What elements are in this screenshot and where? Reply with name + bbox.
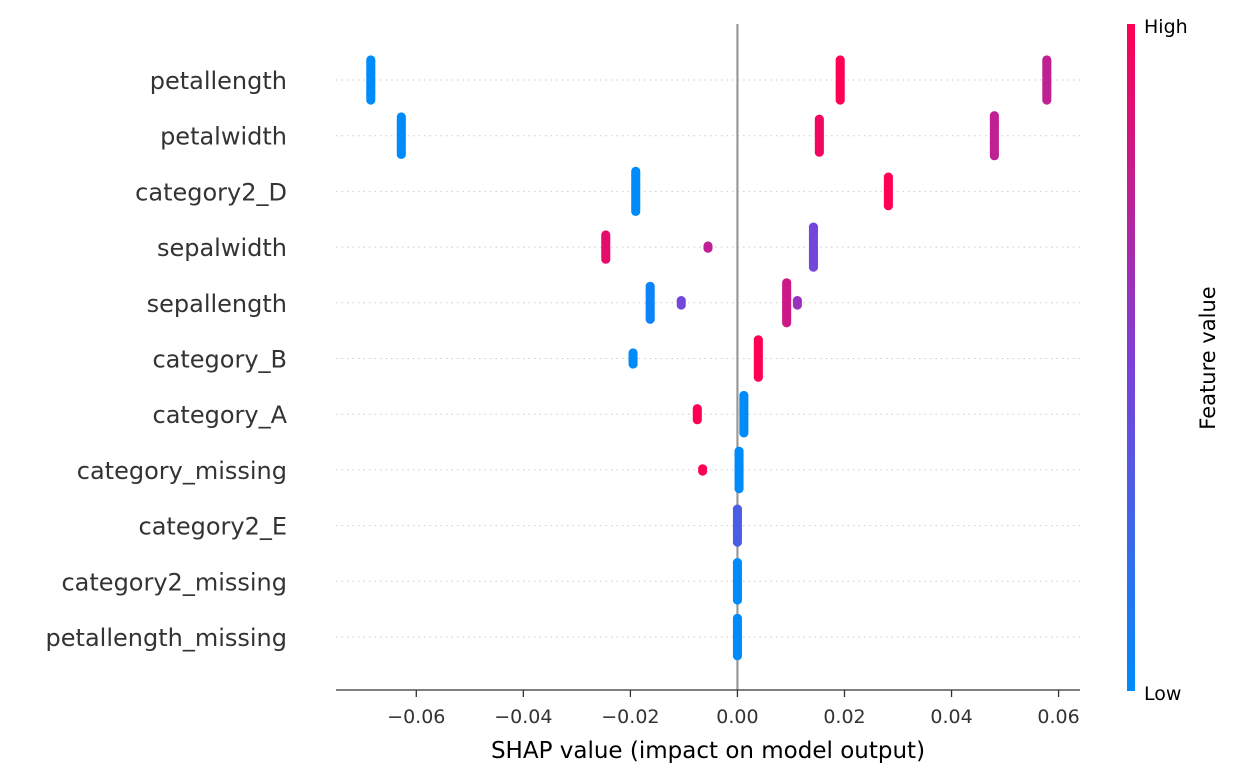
data-point [698, 466, 708, 476]
feature-label: category2_missing [61, 568, 287, 596]
data-points [366, 55, 1052, 661]
data-point [366, 95, 376, 105]
feature-label: sepallength [147, 290, 287, 318]
data-point [1042, 95, 1052, 105]
colorbar-gradient [1127, 24, 1135, 691]
data-point [645, 314, 655, 324]
colorbar: High Low Feature value [1127, 16, 1220, 705]
feature-label: category2_E [139, 513, 288, 541]
x-tick-label: 0.00 [716, 706, 758, 728]
x-tick-label: 0.06 [1037, 706, 1079, 728]
x-tick-label: −0.02 [601, 706, 659, 728]
data-point [814, 147, 824, 157]
data-point [732, 595, 743, 605]
data-point [631, 206, 641, 216]
data-point [703, 243, 713, 253]
data-point [835, 95, 845, 105]
data-point [628, 359, 638, 369]
x-axis-ticks: −0.06 −0.04 −0.02 0.00 0.02 0.04 0.06 [387, 690, 1080, 728]
data-point [601, 254, 611, 264]
feature-labels: petallength petalwidth category2_D sepalwid… [46, 67, 288, 652]
data-point [808, 262, 819, 272]
data-point [396, 149, 406, 159]
x-tick-label: −0.06 [387, 706, 445, 728]
data-point [739, 428, 749, 438]
feature-label: petallength [150, 67, 287, 95]
feature-label: category_B [152, 346, 287, 374]
feature-label: petalwidth [160, 123, 287, 151]
data-point [792, 300, 802, 310]
data-point [782, 318, 792, 328]
feature-label: category2_D [135, 178, 287, 206]
colorbar-high-label: High [1144, 16, 1188, 38]
x-axis-label: SHAP value (impact on model output) [491, 738, 925, 764]
feature-label: category_missing [77, 457, 287, 485]
colorbar-low-label: Low [1144, 683, 1181, 705]
feature-label: sepalwidth [157, 234, 287, 262]
feature-label: category_A [153, 401, 288, 429]
colorbar-title: Feature value [1196, 286, 1220, 429]
data-point [732, 537, 743, 547]
grid-lines [336, 79, 1080, 638]
x-tick-label: −0.04 [494, 706, 552, 728]
data-point [989, 151, 999, 161]
data-point [732, 651, 743, 661]
data-point [883, 201, 893, 211]
data-point [734, 484, 744, 494]
data-point [753, 372, 763, 382]
x-tick-label: 0.02 [823, 706, 865, 728]
data-point [676, 300, 686, 310]
data-point [692, 415, 702, 425]
feature-label: petallength_missing [46, 624, 287, 652]
x-tick-label: 0.04 [930, 706, 972, 728]
